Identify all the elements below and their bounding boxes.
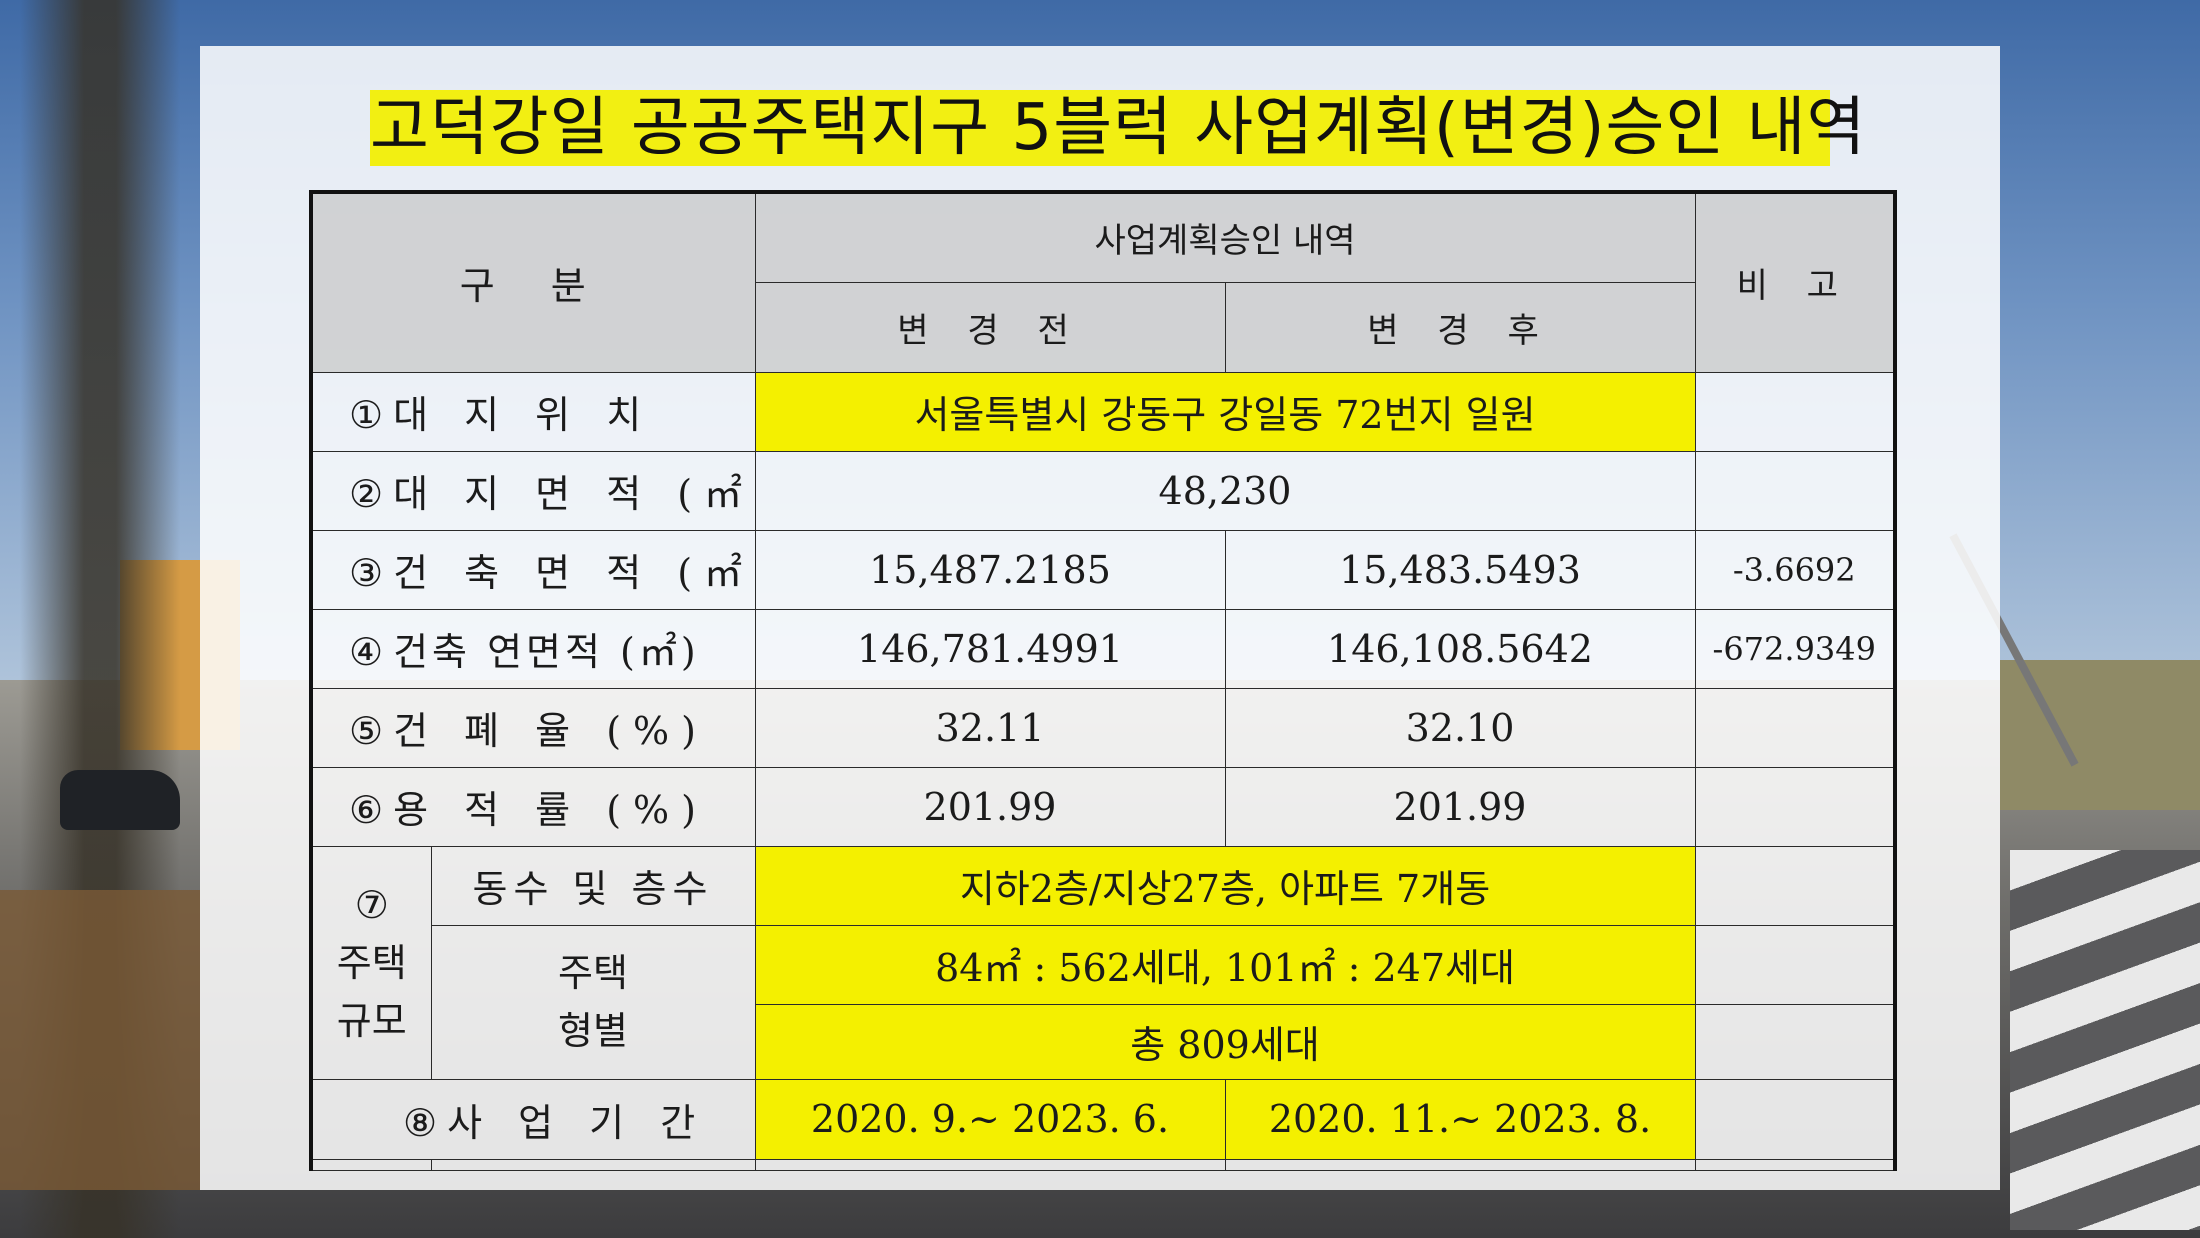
site-area-remark — [1694, 450, 1896, 531]
row-number: ① — [349, 393, 384, 437]
floors-value: 지하2층/지상27층, 아파트 7개동 — [754, 845, 1696, 926]
housing-label-line1: 주택 — [336, 940, 407, 985]
header-category: 구 분 — [310, 191, 756, 373]
table-tail — [310, 1158, 1896, 1171]
row-label-text: 건 축 면 적 (㎡) — [393, 551, 755, 595]
period-remark — [1694, 1078, 1896, 1160]
building-area-before: 15,487.2185 — [754, 529, 1226, 610]
header-row-2: 변 경 전 변 경 후 — [311, 281, 1895, 373]
period-before: 2020. 9.~ 2023. 6. — [754, 1078, 1226, 1160]
far-after: 201.99 — [1224, 766, 1696, 847]
row-number: ③ — [349, 551, 384, 595]
site-area-value: 48,230 — [754, 450, 1696, 531]
location-remark — [1694, 371, 1896, 452]
row-label-text: 건 폐 율 (%) — [393, 709, 708, 753]
gross-area-before: 146,781.4991 — [754, 608, 1226, 689]
location-value: 서울특별시 강동구 강일동 72번지 일원 — [754, 371, 1696, 452]
row-gross-area: ④ 건축 연면적 (㎡) 146,781.4991 146,108.5642 -6… — [310, 608, 1896, 689]
housing-label-line2: 규모 — [336, 998, 407, 1043]
row-number: ② — [349, 472, 384, 516]
row-label-text: 대 지 위 치 — [393, 393, 654, 437]
header-before: 변 경 전 — [754, 281, 1226, 373]
coverage-remark — [1694, 687, 1896, 768]
total-value: 총 809세대 — [754, 1003, 1696, 1080]
header-remarks: 비 고 — [1694, 191, 1896, 373]
far-remark — [1694, 766, 1896, 847]
types-label-line1: 주택 — [558, 951, 628, 995]
car — [60, 770, 180, 830]
row-housing-total: 총 809세대 — [311, 1003, 1896, 1080]
gross-area-remark: -672.9349 — [1694, 608, 1896, 689]
floors-label: 동수 및 층수 — [430, 845, 756, 926]
total-remark — [1694, 1003, 1896, 1080]
row-housing-types: 주택 형별 84㎡ : 562세대, 101㎡ : 247세대 — [311, 924, 1896, 1080]
housing-number: ⑦ — [354, 882, 389, 927]
page-title: 고덕강일 공공주택지구 5블럭 사업계획(변경)승인 내역 — [370, 90, 1867, 166]
row-number: ⑧ — [403, 1100, 438, 1145]
header-row-1: 구 분 사업계획승인 내역 비 고 — [310, 191, 1896, 373]
row-label: ④ 건축 연면적 (㎡) — [310, 608, 756, 689]
coverage-before: 32.11 — [754, 687, 1226, 768]
gross-area-after: 146,108.5642 — [1224, 608, 1696, 689]
floors-remark — [1694, 845, 1896, 926]
coverage-after: 32.10 — [1224, 687, 1696, 768]
types-value: 84㎡ : 562세대, 101㎡ : 247세대 — [754, 924, 1696, 1005]
header-after: 변 경 후 — [1224, 281, 1696, 373]
crosswalk — [2010, 850, 2200, 1230]
building-area-after: 15,483.5493 — [1224, 529, 1696, 610]
types-remark — [1694, 924, 1896, 1005]
types-label-line2: 형별 — [558, 1009, 628, 1053]
row-housing-floors: ⑦ 주택 규모 동수 및 층수 지하2층/지상27층, 아파트 7개동 — [310, 845, 1896, 1080]
types-label: 주택 형별 — [430, 924, 756, 1080]
row-label-text: 대 지 면 적 (㎡) — [393, 472, 755, 516]
row-number: ⑤ — [349, 709, 384, 753]
row-label-text: 용 적 률 (%) — [393, 788, 708, 832]
tree-guard — [0, 890, 200, 1190]
header-approval: 사업계획승인 내역 — [754, 191, 1696, 283]
housing-label: ⑦ 주택 규모 — [310, 845, 432, 1080]
row-label-text: 사 업 기 간 — [447, 1100, 708, 1145]
row-label-text: 건축 연면적 (㎡) — [393, 630, 700, 674]
row-number: ⑥ — [349, 788, 384, 832]
far-before: 201.99 — [754, 766, 1226, 847]
building-area-remark: -3.6692 — [1694, 529, 1896, 610]
row-number: ④ — [349, 630, 384, 674]
period-after: 2020. 11.~ 2023. 8. — [1224, 1078, 1696, 1160]
